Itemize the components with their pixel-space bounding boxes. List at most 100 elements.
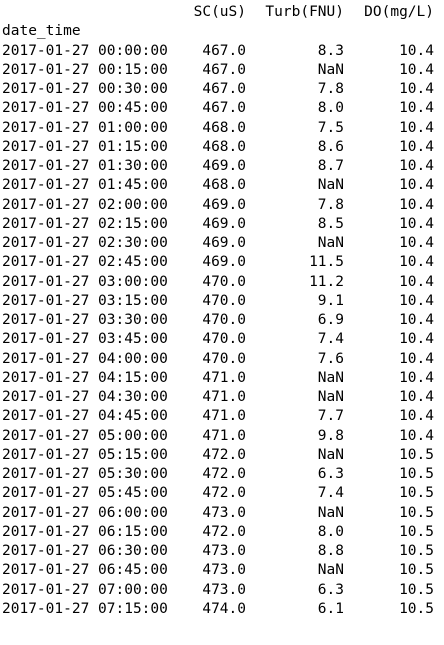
cell-turb: 6.3 [317, 466, 344, 482]
cell-date-time: 2017-01-27 02:30:00 [2, 235, 168, 251]
index-name: date_time [2, 23, 81, 40]
cell-date-time: 2017-01-27 07:15:00 [2, 600, 168, 617]
cell-date-time: 2017-01-27 02:15:00 [2, 215, 168, 232]
table-row: 2017-01-27 05:15:00 472.0 NaN 10.5 [2, 446, 442, 465]
cell-turb: 7.8 [317, 196, 344, 213]
cell-turb: 8.3 [317, 42, 344, 59]
cell-sc: 470.0 [202, 312, 246, 328]
cell-date-time: 2017-01-27 01:45:00 [2, 177, 168, 194]
cell-do: 10.4 [399, 100, 434, 117]
cell-do: 10.4 [399, 138, 434, 155]
table-row: 2017-01-27 03:30:00 470.0 6.9 10.4 [2, 311, 442, 330]
cell-do: 10.5 [399, 562, 434, 579]
table-row: 2017-01-27 05:45:00 472.0 7.4 10.5 [2, 484, 442, 503]
cell-turb: 9.1 [317, 292, 344, 309]
cell-do: 10.4 [399, 273, 434, 290]
cell-turb: NaN [317, 389, 344, 405]
cell-turb: 7.4 [317, 485, 344, 502]
dataframe-output: SC(uS) Turb(FNU) DO(mg/L) date_time 2017… [2, 3, 442, 619]
cell-sc: 469.0 [202, 158, 246, 174]
cell-do: 10.5 [399, 523, 434, 540]
cell-sc: 468.0 [202, 177, 246, 194]
cell-date-time: 2017-01-27 03:45:00 [2, 331, 168, 348]
cell-do: 10.4 [399, 177, 434, 194]
table-row: 2017-01-27 02:30:00 469.0 NaN 10.4 [2, 234, 442, 253]
table-row: 2017-01-27 01:30:00 469.0 8.7 10.4 [2, 157, 442, 176]
cell-turb: 8.8 [317, 543, 344, 559]
table-row: 2017-01-27 01:15:00 468.0 8.6 10.4 [2, 138, 442, 157]
cell-do: 10.4 [399, 350, 434, 367]
cell-sc: 470.0 [202, 350, 246, 367]
table-row: 2017-01-27 01:45:00 468.0 NaN 10.4 [2, 176, 442, 195]
cell-do: 10.4 [399, 42, 434, 59]
table-row: 2017-01-27 03:15:00 470.0 9.1 10.4 [2, 292, 442, 311]
cell-turb: 6.9 [317, 312, 344, 328]
cell-turb: NaN [317, 446, 344, 463]
cell-date-time: 2017-01-27 02:00:00 [2, 196, 168, 213]
cell-sc: 473.0 [202, 543, 246, 559]
cell-date-time: 2017-01-27 03:30:00 [2, 312, 168, 328]
cell-do: 10.4 [399, 312, 434, 328]
cell-do: 10.4 [399, 389, 434, 405]
cell-do: 10.4 [399, 235, 434, 251]
cell-sc: 468.0 [202, 119, 246, 136]
table-row: 2017-01-27 01:00:00 468.0 7.5 10.4 [2, 119, 442, 138]
index-header-spacer [2, 3, 178, 22]
table-row: 2017-01-27 03:45:00 470.0 7.4 10.4 [2, 330, 442, 349]
cell-do: 10.5 [399, 485, 434, 502]
cell-turb: NaN [317, 504, 344, 521]
cell-turb: 8.7 [317, 158, 344, 174]
table-row: 2017-01-27 00:45:00 467.0 8.0 10.4 [2, 99, 442, 118]
column-header-row: SC(uS) Turb(FNU) DO(mg/L) [2, 3, 442, 22]
cell-sc: 468.0 [202, 138, 246, 155]
cell-sc: 471.0 [202, 427, 246, 444]
cell-date-time: 2017-01-27 01:00:00 [2, 119, 168, 136]
table-row: 2017-01-27 00:00:00 467.0 8.3 10.4 [2, 42, 442, 61]
cell-sc: 467.0 [202, 42, 246, 59]
cell-turb: 11.5 [309, 254, 344, 271]
cell-do: 10.4 [399, 408, 434, 425]
table-row: 2017-01-27 06:15:00 472.0 8.0 10.5 [2, 523, 442, 542]
cell-date-time: 2017-01-27 00:30:00 [2, 81, 168, 97]
cell-sc: 472.0 [202, 485, 246, 502]
cell-sc: 472.0 [202, 466, 246, 482]
table-body: 2017-01-27 00:00:00 467.0 8.3 10.4 2017-01-2… [2, 42, 442, 620]
cell-sc: 473.0 [202, 504, 246, 521]
cell-date-time: 2017-01-27 03:15:00 [2, 292, 168, 309]
cell-do: 10.4 [399, 61, 434, 78]
cell-date-time: 2017-01-27 00:45:00 [2, 100, 168, 117]
column-header-sc: SC(uS) [193, 4, 246, 20]
cell-sc: 467.0 [202, 100, 246, 117]
cell-turb: 8.0 [317, 100, 344, 117]
column-header-turb: Turb(FNU) [265, 4, 344, 20]
cell-date-time: 2017-01-27 07:00:00 [2, 581, 168, 598]
cell-sc: 470.0 [202, 292, 246, 309]
cell-sc: 469.0 [202, 196, 246, 213]
cell-do: 10.4 [399, 81, 434, 97]
cell-turb: 11.2 [309, 273, 344, 290]
cell-do: 10.5 [399, 581, 434, 598]
cell-sc: 469.0 [202, 254, 246, 271]
cell-do: 10.4 [399, 215, 434, 232]
table-row: 2017-01-27 02:45:00 469.0 11.5 10.4 [2, 253, 442, 272]
cell-do: 10.5 [399, 504, 434, 521]
cell-date-time: 2017-01-27 05:00:00 [2, 427, 168, 444]
cell-sc: 473.0 [202, 562, 246, 579]
cell-sc: 471.0 [202, 369, 246, 386]
table-row: 2017-01-27 00:15:00 467.0 NaN 10.4 [2, 61, 442, 80]
cell-date-time: 2017-01-27 06:30:00 [2, 543, 168, 559]
cell-sc: 467.0 [202, 61, 246, 78]
cell-date-time: 2017-01-27 01:30:00 [2, 158, 168, 174]
cell-turb: NaN [317, 177, 344, 194]
cell-turb: 7.6 [317, 350, 344, 367]
cell-do: 10.5 [399, 466, 434, 482]
cell-sc: 473.0 [202, 581, 246, 598]
cell-turb: 8.0 [317, 523, 344, 540]
cell-do: 10.4 [399, 119, 434, 136]
cell-date-time: 2017-01-27 05:15:00 [2, 446, 168, 463]
cell-sc: 472.0 [202, 446, 246, 463]
table-row: 2017-01-27 04:45:00 471.0 7.7 10.4 [2, 407, 442, 426]
cell-do: 10.5 [399, 446, 434, 463]
table-row: 2017-01-27 02:00:00 469.0 7.8 10.4 [2, 196, 442, 215]
cell-sc: 467.0 [202, 81, 246, 97]
